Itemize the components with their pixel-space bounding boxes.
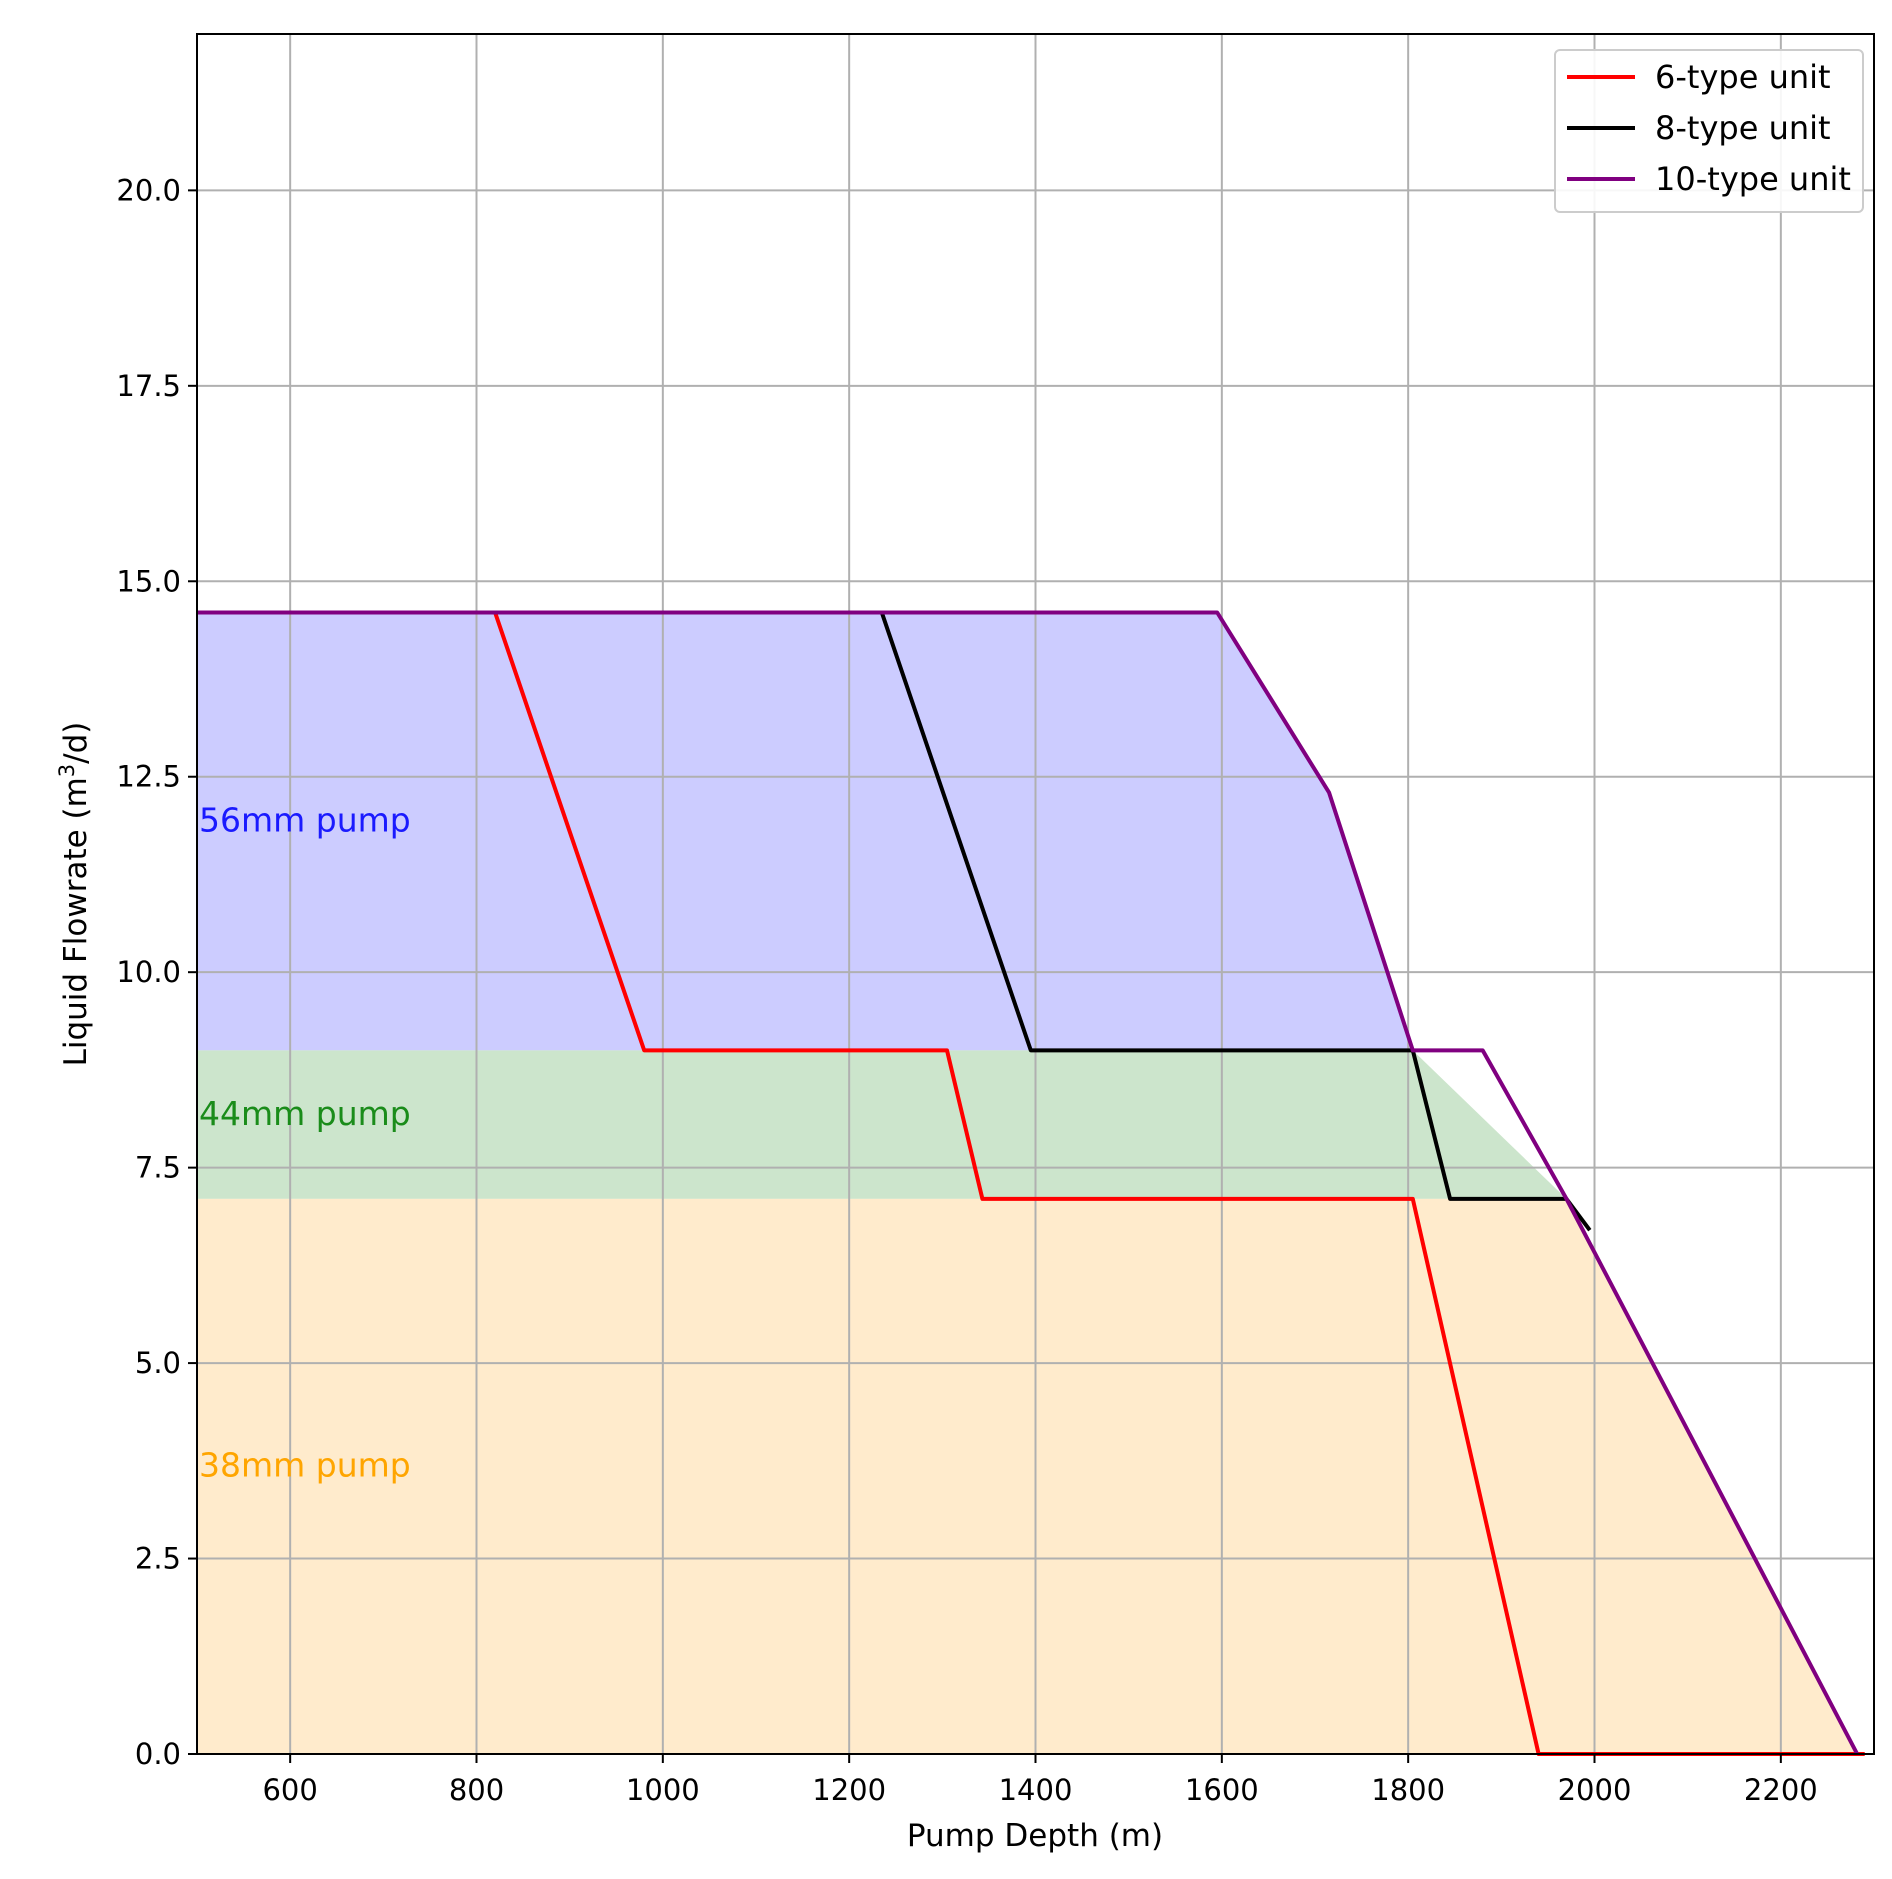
legend-label-0: 6-type unit [1655,58,1831,96]
x-tick-label-1: 800 [449,1773,504,1807]
series-line-2 [197,610,1859,1755]
x-tick-label-5: 1600 [1185,1773,1259,1807]
zone-label-1: 44mm pump [199,1094,411,1133]
y-tick-label-4: 10.0 [116,955,181,989]
legend-box [1554,49,1864,213]
zone-fill-0 [197,612,1413,1051]
zone-label-2: 38mm pump [199,1446,411,1485]
zone-label-0: 56mm pump [199,801,411,840]
y-tick-label-2: 5.0 [135,1346,181,1380]
y-tick-label-8: 20.0 [116,173,181,207]
series-lines [197,610,1865,1756]
x-tick-label-4: 1400 [999,1773,1073,1807]
y-axis-label-tail: /d) [58,722,94,764]
x-tick-label-7: 2000 [1558,1773,1632,1807]
x-tick-label-8: 2200 [1744,1773,1818,1807]
y-axis-label-superscript: 3 [55,764,79,777]
x-ticks: 600 800 1000 1200 1400 1600 1800 2000 2200 [262,1754,1818,1807]
legend-label-1: 8-type unit [1655,109,1831,147]
zone-labels: 56mm pump 44mm pump 38mm pump [199,801,411,1485]
y-ticks: 0.0 2.5 5.0 7.5 10.0 12.5 15.0 17.5 20.0 [116,173,197,1771]
y-tick-label-0: 0.0 [135,1737,181,1771]
y-tick-label-6: 15.0 [116,564,181,598]
series-line-0 [197,610,1865,1756]
zone-fill-1 [197,1050,1567,1199]
x-tick-label-3: 1200 [812,1773,886,1807]
pump-zones [197,612,1858,1754]
y-axis-label: Liquid Flowrate (m3/d) [55,722,94,1067]
zone-fill-2 [197,1198,1858,1754]
y-axis-label-main: Liquid Flowrate (m [58,777,94,1066]
y-tick-label-7: 17.5 [116,369,181,403]
legend: 6-type unit 8-type unit 10-type unit [1554,49,1864,213]
y-tick-label-5: 12.5 [116,760,181,794]
x-axis-label: Pump Depth (m) [907,1818,1163,1854]
x-tick-label-2: 1000 [626,1773,700,1807]
y-tick-label-1: 2.5 [135,1542,181,1576]
legend-label-2: 10-type unit [1655,160,1851,198]
x-tick-label-6: 1800 [1371,1773,1445,1807]
x-tick-label-0: 600 [262,1773,317,1807]
y-tick-label-3: 7.5 [135,1151,181,1185]
